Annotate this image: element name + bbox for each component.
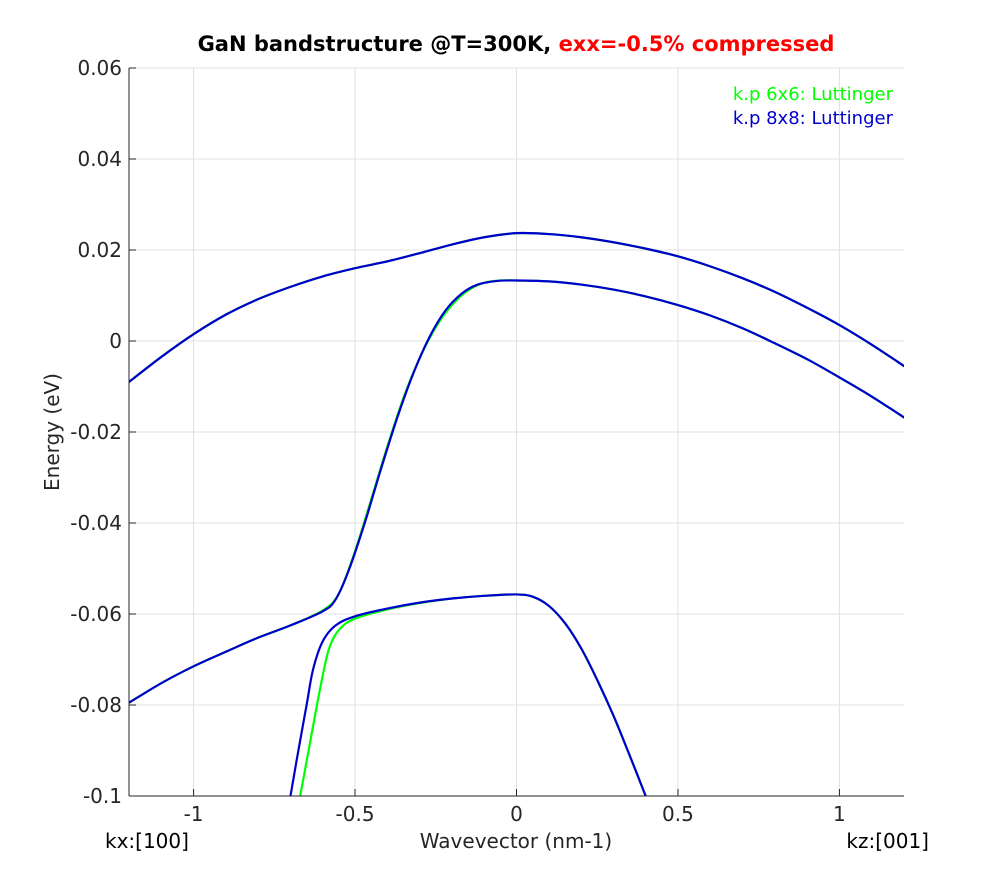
chart-title: GaN bandstructure @T=300K, exx=-0.5% com…	[198, 32, 835, 56]
band-curves	[129, 231, 904, 796]
y-axis-label: Energy (eV)	[40, 373, 64, 491]
x-tick-label: -0.5	[336, 802, 375, 826]
x-tick-label: -1	[184, 802, 204, 826]
x-tick-label: 0	[510, 802, 523, 826]
y-tick-label: 0.02	[77, 238, 122, 262]
x-axis-label: Wavevector (nm-1)	[420, 829, 612, 853]
x-tick-label: 0.5	[662, 802, 694, 826]
y-tick-label: -0.08	[70, 693, 122, 717]
y-tick-label: -0.02	[70, 420, 122, 444]
series-8x8-band-3	[289, 593, 647, 796]
direction-label-right: kz:[001]	[846, 829, 929, 853]
y-tick-label: -0.04	[70, 511, 122, 535]
chart-title-highlight: exx=-0.5% compressed	[559, 32, 835, 56]
x-tick-label: 1	[833, 802, 846, 826]
y-tick-label: -0.06	[70, 602, 122, 626]
direction-label-left: kx:[100]	[105, 829, 189, 853]
y-tick-label: 0.06	[77, 56, 122, 80]
y-tick-label: 0.04	[77, 147, 122, 171]
y-tick-label: -0.1	[83, 784, 122, 808]
tick-labels: -1 -0.5 0 0.5 1 -0.1 -0.08 -0.06 -0.04 -0.02 0 0.02…	[70, 56, 846, 826]
legend: k.p 6x6: Luttinger k.p 8x8: Luttinger	[733, 84, 894, 129]
legend-entry-6x6: k.p 6x6: Luttinger	[733, 84, 894, 105]
series-8x8-band-1	[129, 231, 904, 384]
legend-entry-8x8: k.p 8x8: Luttinger	[733, 108, 894, 129]
axes	[128, 67, 904, 797]
y-tick-label: 0	[109, 329, 122, 353]
chart-title-main: GaN bandstructure @T=300K,	[198, 32, 552, 56]
series-8x8-band-2	[129, 279, 904, 704]
